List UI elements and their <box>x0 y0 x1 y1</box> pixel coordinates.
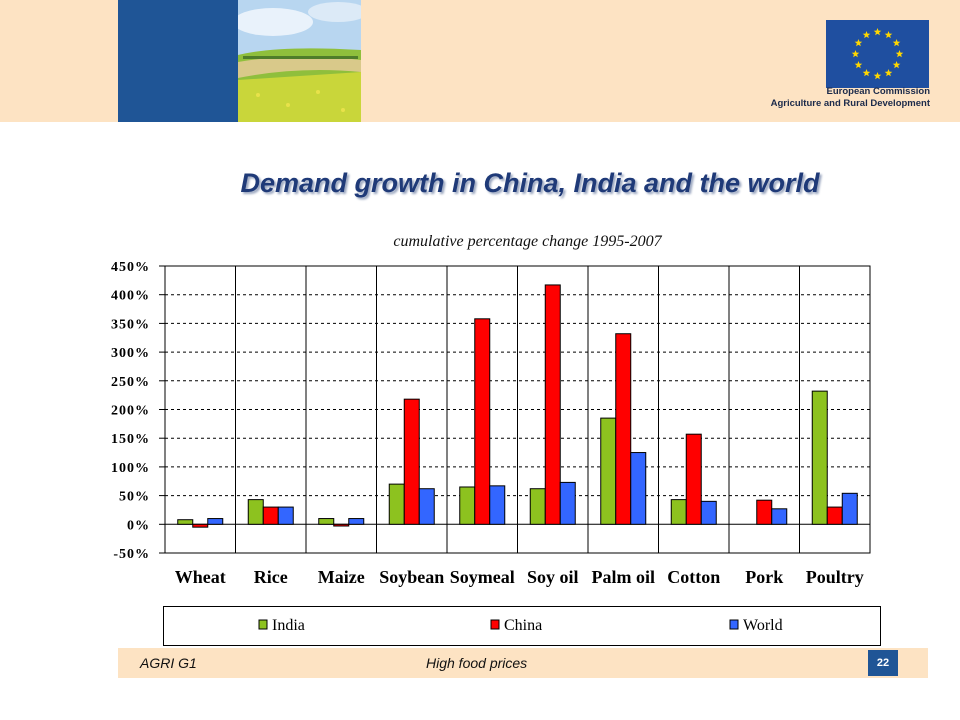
bar-china-rice <box>262 506 279 525</box>
slide-title: Demand growth in China, India and the wo… <box>240 168 820 198</box>
chart-area: cumulative percentage change 1995-2007 45… <box>95 220 895 600</box>
y-tick-label: 400% <box>111 289 150 304</box>
x-category-label: Wheat <box>175 567 226 587</box>
bar-china-wheat <box>192 523 209 528</box>
footer-band: AGRI G1 High food prices <box>118 648 928 678</box>
y-tick-label: 50% <box>119 490 150 505</box>
y-tick-label: 450% <box>111 260 150 275</box>
bar-india-rice <box>247 499 264 525</box>
bar-china-poultry <box>826 506 843 525</box>
bar-china-soybean <box>403 398 420 525</box>
x-category-label: Poultry <box>806 567 864 587</box>
bar-world-palm-oil <box>630 452 647 525</box>
bar-india-soy-oil <box>529 488 546 525</box>
bar-world-soybean <box>418 488 435 525</box>
bar-world-maize <box>348 518 365 525</box>
y-tick-label: -50% <box>113 547 150 562</box>
bar-world-soy-oil <box>559 481 576 525</box>
legend-swatch-china <box>490 619 500 630</box>
eu-star-icon <box>884 69 893 77</box>
bar-chart: cumulative percentage change 1995-2007 45… <box>111 233 871 587</box>
y-tick-label: 100% <box>111 461 150 476</box>
legend-svg: India China World <box>258 617 783 634</box>
eu-star-icon <box>851 50 860 58</box>
legend-swatch-india <box>258 619 268 630</box>
x-category-label: Soy oil <box>527 567 579 587</box>
bar-world-wheat <box>207 518 224 525</box>
page-number: 22 <box>868 650 898 676</box>
eu-star-icon <box>895 50 904 58</box>
eu-star-icon <box>884 30 893 39</box>
eu-star-icon <box>873 28 882 36</box>
bar-india-cotton <box>670 499 687 525</box>
chart-legend: India China World <box>163 606 881 646</box>
legend-label-china: China <box>504 617 542 634</box>
legend-swatch-world <box>729 619 739 630</box>
eu-star-icon <box>873 72 882 80</box>
x-category-label: Soymeal <box>450 567 515 587</box>
x-category-label: Pork <box>745 567 783 587</box>
y-tick-label: 0% <box>127 518 150 533</box>
legend-label-world: World <box>743 617 783 634</box>
y-tick-label: 250% <box>111 375 150 390</box>
bar-india-poultry <box>811 390 828 525</box>
footer-topic: High food prices <box>426 655 528 671</box>
eu-star-icon <box>862 30 871 39</box>
bar-china-cotton <box>685 433 702 525</box>
eu-star-icon <box>892 61 901 69</box>
bar-world-rice <box>277 506 294 525</box>
bar-china-soy-oil <box>544 284 561 525</box>
bar-china-palm-oil <box>615 333 632 525</box>
bar-china-maize <box>333 523 350 527</box>
bar-india-soymeal <box>459 486 476 525</box>
y-tick-label: 300% <box>111 346 150 361</box>
footer-org: AGRI G1 <box>140 655 197 671</box>
bar-world-soymeal <box>489 485 506 525</box>
eu-commission-label: European Commission Agriculture and Rura… <box>760 86 930 110</box>
bar-world-pork <box>771 508 788 525</box>
eu-line-1: European Commission <box>826 86 930 97</box>
bar-india-soybean <box>388 483 405 525</box>
bar-india-maize <box>318 518 335 525</box>
y-tick-label: 350% <box>111 317 150 332</box>
landscape-photo <box>238 0 361 122</box>
bar-india-palm-oil <box>600 417 617 525</box>
bar-world-cotton <box>700 500 717 525</box>
eu-flag-logo <box>826 20 929 88</box>
chart-title: cumulative percentage change 1995-2007 <box>393 233 662 250</box>
x-category-label: Rice <box>254 567 288 587</box>
eu-star-icon <box>854 39 863 47</box>
eu-star-icon <box>862 69 871 77</box>
y-tick-label: 150% <box>111 432 150 447</box>
bar-china-pork <box>756 499 773 525</box>
bar-china-soymeal <box>474 318 491 525</box>
x-category-label: Cotton <box>667 567 720 587</box>
eu-line-2: Agriculture and Rural Development <box>770 98 930 109</box>
bar-world-poultry <box>841 492 858 525</box>
header-blue-block <box>118 0 238 122</box>
x-category-label: Palm oil <box>592 567 656 587</box>
y-tick-label: 200% <box>111 404 150 419</box>
legend-label-india: India <box>272 617 305 634</box>
eu-star-icon <box>892 39 901 47</box>
eu-star-icon <box>854 61 863 69</box>
x-category-label: Soybean <box>379 567 444 587</box>
bar-india-wheat <box>177 519 194 525</box>
x-category-label: Maize <box>318 567 365 587</box>
